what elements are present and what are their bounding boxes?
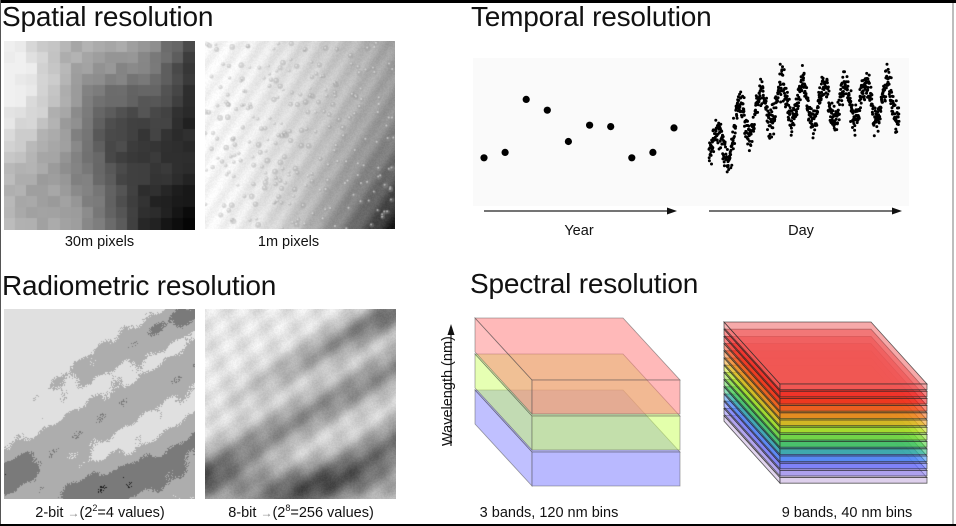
year-data-point [543,106,551,114]
temporal-resolution-title: Temporal resolution [471,1,712,32]
year-data-point [501,148,509,156]
eight-bit-caption: 8-bit →(28=256 values) [228,503,374,522]
day-axis-label: Day [788,223,814,239]
window-right-border [952,3,954,524]
two-bit-caption: 2-bit →(22=4 values) [35,503,165,522]
eight-bit-image [205,309,396,499]
year-data-point [670,124,678,132]
year-axis-label: Year [564,223,594,239]
fine-pixel-caption: 1m pixels [257,234,320,250]
wavelength-axis-label: Wavelength (nm) [440,336,456,446]
year-data-point [628,154,636,162]
window-top-border [0,0,956,3]
spatial-resolution-title: Spatial resolution [2,1,214,32]
year-data-point [607,123,615,131]
window-left-border [0,0,1,526]
arrow-up-icon [447,324,455,335]
coarse-pixel-caption: 30m pixels [64,234,135,250]
year-data-point [522,95,530,103]
three-band-caption: 3 bands, 120 nm bins [479,505,619,521]
temporal-charts [480,62,902,215]
coarse-pixel-image [4,41,195,230]
two-bit-image [4,309,195,499]
fine-pixel-image [205,41,395,229]
year-data-point [586,121,594,129]
year-data-point [480,154,488,162]
arrow-head-icon [892,207,902,215]
radiometric-resolution-title: Radiometric resolution [2,270,277,301]
arrow-head-icon [667,207,677,215]
window-bottom-border [0,524,956,526]
year-data-point [564,137,573,146]
year-data-point [649,148,657,156]
spectral-resolution-title: Spectral resolution [470,268,699,299]
arrow-icon: → [260,506,273,520]
temporal-chart-background [473,58,909,206]
nine-band-caption: 9 bands, 40 nm bins [781,505,913,521]
arrow-icon: → [67,506,80,520]
